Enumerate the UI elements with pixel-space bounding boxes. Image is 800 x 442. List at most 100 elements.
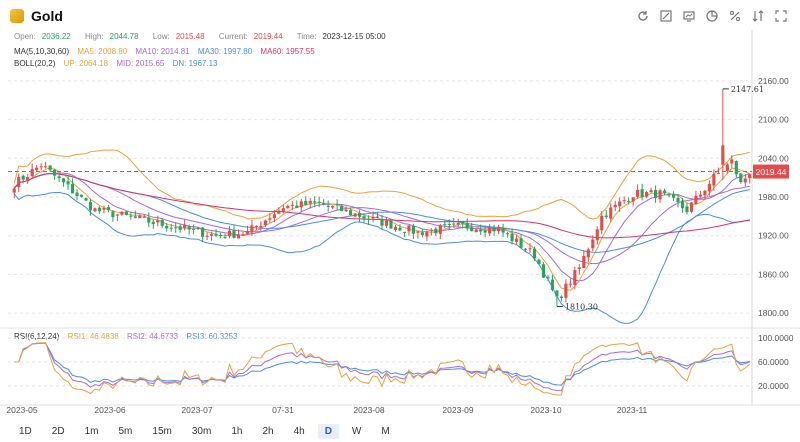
candle — [254, 225, 258, 231]
timeframe-tab-1d[interactable]: 1D — [19, 425, 32, 437]
candle-body — [353, 213, 357, 217]
refresh-icon[interactable] — [632, 6, 654, 26]
candle-body — [465, 223, 469, 229]
timeframe-tab-5m[interactable]: 5m — [118, 425, 133, 437]
quote-row: Open: 2036.22 High: 2044.78 Low: 2015.48 Cu… — [14, 32, 398, 41]
instrument-title: Gold — [31, 8, 63, 24]
candle-body — [232, 230, 236, 238]
candle-body — [537, 259, 541, 265]
candle — [48, 165, 52, 172]
candle-body — [129, 215, 133, 217]
current-price-tag — [753, 164, 789, 179]
candle-body — [541, 264, 546, 278]
candle-body — [79, 194, 84, 197]
candle-body — [205, 235, 209, 237]
candle — [53, 168, 57, 180]
price-chart[interactable]: 2019.44 2147.61 1810.30 2160.00 2100.00 2040.… — [0, 0, 800, 420]
candle — [218, 232, 223, 239]
candle — [272, 209, 276, 223]
candle — [295, 200, 299, 209]
timeframe-tab-1m[interactable]: 1m — [84, 425, 99, 437]
candle — [694, 190, 698, 205]
percent-icon[interactable] — [724, 6, 746, 26]
candle-body — [447, 223, 451, 225]
candle — [703, 189, 707, 200]
timeframe-tab-15m[interactable]: 15m — [152, 425, 172, 437]
candle-body — [331, 205, 335, 208]
ma5-value: MA5: 2008.80 — [77, 47, 128, 56]
grid-lines — [0, 30, 800, 406]
candle — [698, 190, 702, 198]
candle-body — [622, 200, 626, 202]
candle-body — [573, 270, 577, 285]
candle-body — [429, 229, 433, 231]
candle — [35, 165, 39, 172]
timeframe-tab-30m[interactable]: 30m — [191, 425, 212, 437]
timeframe-tab-1h[interactable]: 1h — [231, 425, 243, 437]
candle-body — [600, 215, 604, 231]
candle — [192, 224, 196, 235]
candle-body — [582, 256, 586, 269]
candle-body — [39, 166, 43, 168]
drawing-icon[interactable] — [655, 6, 677, 26]
candle-body — [187, 226, 191, 230]
candle-body — [174, 227, 178, 229]
candle-body — [210, 234, 214, 236]
candle-body — [555, 290, 559, 297]
candle-body — [577, 267, 581, 269]
candle — [335, 199, 339, 211]
candle — [725, 162, 729, 175]
timeframe-tab-2h[interactable]: 2h — [262, 425, 274, 437]
candle — [492, 224, 496, 236]
candle-body — [438, 225, 442, 234]
candle — [541, 262, 546, 279]
candle-body — [479, 229, 483, 232]
timeframe-tab-4h[interactable]: 4h — [293, 425, 305, 437]
timeframe-tab-d[interactable]: D — [317, 423, 339, 439]
candle — [488, 224, 492, 237]
rsi-tick-label: 20.0000 — [758, 381, 789, 391]
candle-body — [358, 212, 362, 217]
timeframe-tab-m[interactable]: M — [381, 425, 390, 437]
candle — [739, 172, 743, 184]
sort-icon[interactable] — [747, 6, 769, 26]
candle — [470, 222, 474, 232]
y-tick-label: 1920.00 — [758, 231, 789, 241]
candle — [671, 191, 676, 201]
candle — [124, 210, 128, 216]
pie-icon[interactable] — [701, 6, 723, 26]
candle-body — [725, 164, 729, 172]
indicator-icon[interactable] — [678, 6, 700, 26]
candle — [340, 204, 344, 212]
candle — [349, 207, 353, 217]
candle — [281, 204, 285, 214]
timeframe-tab-w[interactable]: W — [351, 425, 362, 437]
candle — [187, 224, 191, 235]
candle — [407, 225, 411, 236]
candle-body — [178, 226, 182, 230]
candle — [286, 204, 290, 210]
candle — [586, 247, 590, 263]
expand-icon[interactable] — [770, 6, 792, 26]
candle-body — [506, 233, 510, 235]
candle-body — [48, 165, 52, 170]
candle-body — [362, 216, 366, 219]
candle-body — [416, 231, 420, 233]
candle — [627, 197, 631, 205]
candle — [106, 204, 110, 213]
high-label: High: — [84, 32, 104, 41]
candle — [366, 215, 371, 225]
time-label: Time: — [296, 32, 317, 41]
candle-body — [160, 220, 164, 226]
candle — [654, 185, 658, 203]
candle — [483, 225, 487, 238]
candle-body — [680, 200, 685, 208]
timeframe-tab-2d[interactable]: 2D — [51, 425, 65, 437]
candle-body — [703, 190, 707, 196]
candle-body — [299, 201, 303, 208]
candle — [142, 214, 146, 218]
candle-body — [640, 189, 644, 198]
candle-body — [21, 175, 25, 180]
current-label: Current: — [218, 32, 248, 41]
candle — [12, 186, 16, 199]
